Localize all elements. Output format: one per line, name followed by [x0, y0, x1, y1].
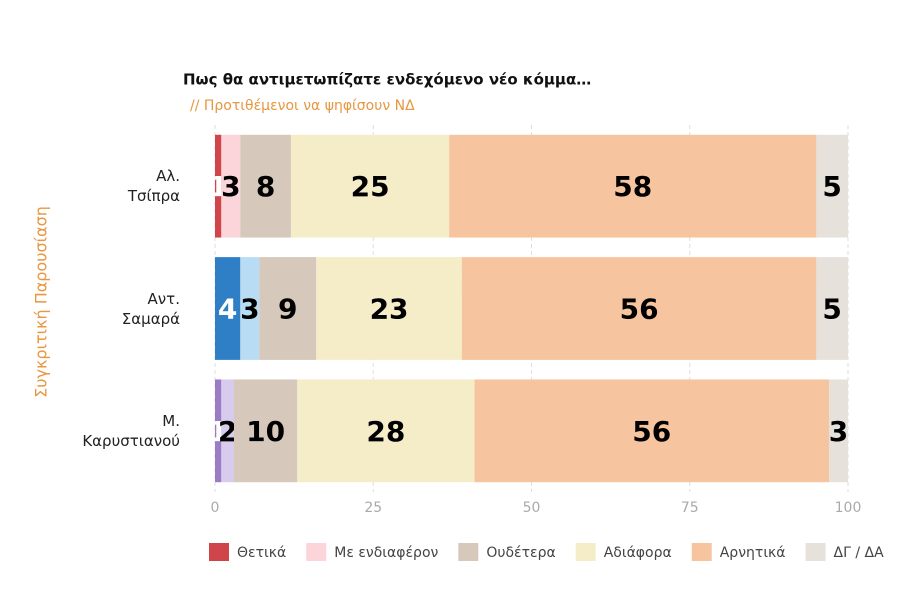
- value-label: 23: [370, 293, 409, 326]
- legend-label: Ουδέτερα: [486, 545, 555, 561]
- value-label: 28: [366, 415, 405, 448]
- bar-segment: [240, 134, 291, 238]
- value-label: 2: [218, 415, 237, 448]
- bar-segment: [215, 379, 222, 483]
- bar-segment: [221, 134, 241, 238]
- bar-segment: [221, 379, 234, 483]
- bar-segment: [240, 257, 260, 360]
- value-label: 9: [278, 293, 297, 326]
- value-label: 58: [613, 170, 652, 203]
- value-label: 8: [256, 170, 275, 203]
- x-tick-label: 0: [211, 500, 220, 516]
- legend-label: Αρνητικά: [720, 545, 786, 561]
- legend-swatch: [306, 543, 327, 561]
- bar-segment: [316, 257, 462, 360]
- bar-segment: [461, 257, 817, 360]
- legend-label: Με ενδιαφέρον: [334, 545, 438, 561]
- x-tick-label: 100: [835, 500, 862, 516]
- category-label: Αντ. Σαμαρά: [121, 289, 180, 328]
- x-tick-label: 75: [681, 500, 699, 516]
- bar-segment: [474, 379, 830, 483]
- chart-title: Πως θα αντιμετωπίζατε ενδεχόμενο νέο κόμ…: [183, 71, 591, 89]
- bar-segment: [290, 134, 450, 238]
- y-axis-label: Συγκριτική Παρουσίαση: [32, 206, 51, 398]
- bar-segment: [215, 134, 222, 238]
- value-label: 56: [620, 293, 659, 326]
- value-label: 3: [240, 293, 259, 326]
- value-label: 4: [218, 293, 237, 326]
- value-label: 25: [351, 170, 390, 203]
- value-label: 5: [822, 293, 841, 326]
- chart-subtitle: // Προτιθέμενοι να ψηφίσουν ΝΔ: [190, 98, 415, 114]
- value-label: 3: [221, 170, 240, 203]
- legend-label: ΔΓ / ΔΑ: [834, 545, 885, 561]
- x-tick-label: 50: [523, 500, 541, 516]
- legend-swatch: [575, 543, 596, 561]
- bar-segment: [233, 379, 298, 483]
- legend-swatch: [458, 543, 479, 561]
- bar-segment: [816, 134, 848, 238]
- category-label: Μ. Καρυστιανού: [82, 411, 180, 450]
- value-label: 10: [246, 415, 285, 448]
- bar-segment: [829, 379, 848, 483]
- legend-label: Θετικά: [237, 545, 286, 561]
- bar-segment: [215, 257, 241, 360]
- legend-swatch: [691, 543, 712, 561]
- bar-segment: [449, 134, 817, 238]
- legend-swatch: [805, 543, 826, 561]
- bar-segment: [816, 257, 848, 360]
- x-tick-label: 25: [364, 500, 382, 516]
- value-label: 5: [822, 170, 841, 203]
- value-label: 56: [632, 415, 671, 448]
- bar-segment: [297, 379, 475, 483]
- value-label: 3: [829, 415, 848, 448]
- legend-swatch: [209, 543, 229, 561]
- legend-label: Αδιάφορα: [604, 545, 672, 561]
- bar-segment: [259, 257, 317, 360]
- category-label: Αλ. Τσίπρα: [127, 167, 180, 206]
